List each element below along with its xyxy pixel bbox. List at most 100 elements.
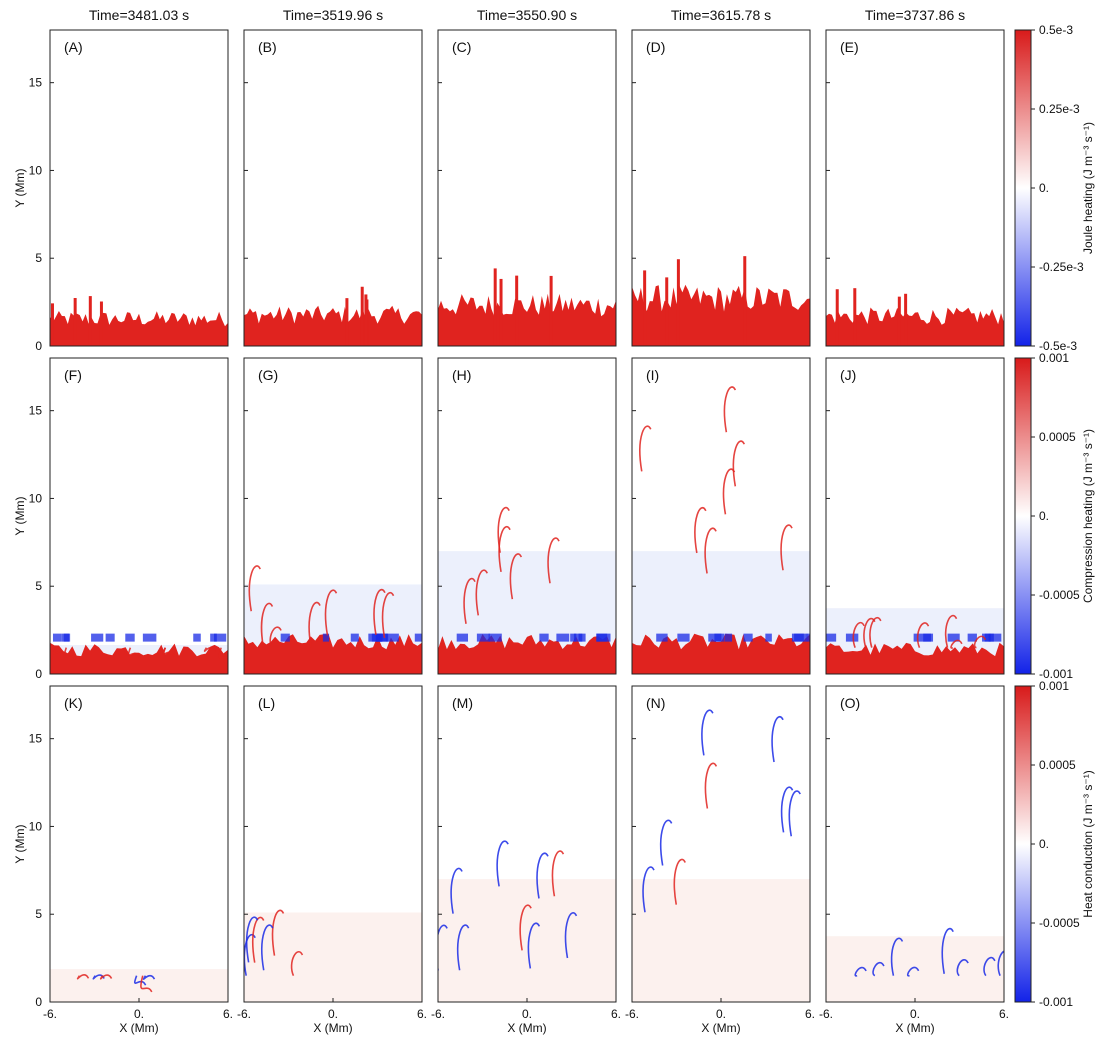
joule-heating-spike (73, 298, 77, 346)
compression-cooling-patch (845, 633, 859, 642)
wave-front (723, 386, 737, 433)
heatmap-panel: (K) 0 5 10 15 Y (Mm) -6. 0. 6. X (Mm) (13, 685, 233, 1035)
wave-front (950, 639, 963, 649)
x-tick-label: 6. (223, 1007, 233, 1021)
colorbar: 0.001 0.0005 0. -0.0005 -0.001 Heat conductio… (1014, 679, 1095, 1009)
wave-front (260, 602, 274, 648)
y-tick-label: 10 (29, 163, 43, 177)
wave-front (704, 527, 717, 574)
panel-frame (825, 29, 1005, 347)
compression-cooling-patch (556, 633, 570, 642)
wave-front (771, 716, 784, 763)
wave-front (536, 852, 549, 899)
wave-front (308, 601, 321, 648)
x-tick-label: 0. (134, 1007, 144, 1021)
wave-front (496, 840, 509, 887)
compression-cooling-patch (61, 633, 69, 642)
colorbar-tick-label: -0.5e-3 (1039, 339, 1077, 353)
panel-label: (A) (64, 39, 83, 55)
compression-cooling-patch (656, 633, 668, 642)
joule-heating-spike (743, 256, 747, 346)
panel-frame (825, 357, 1005, 675)
joule-heating-spike (345, 298, 349, 346)
x-tick-label: -6. (625, 1007, 639, 1021)
joule-heating-layer (826, 307, 1004, 346)
joule-heating-spike (364, 294, 368, 346)
y-axis-label: Y (Mm) (13, 168, 27, 207)
panel-content (244, 686, 422, 1002)
compression-cooling-patch (322, 633, 330, 642)
panel-content (632, 358, 810, 674)
panel-background (244, 30, 422, 346)
joule-heating-spike (360, 286, 364, 346)
wave-front (203, 646, 217, 652)
colorbar-tick-label: 0. (1039, 837, 1049, 851)
diffuse-background (632, 879, 810, 1002)
column-time-title: Time=3550.90 s (477, 7, 577, 23)
panel-content (632, 686, 810, 1002)
colorbar-gradient (1014, 685, 1032, 1003)
wave-front (509, 553, 523, 600)
column-titles: Time=3481.03 s Time=3519.96 s Time=3550.90… (89, 7, 965, 23)
panel-content (826, 686, 1004, 1002)
wave-front (701, 709, 714, 756)
diffuse-background (438, 879, 616, 1002)
wave-front (290, 951, 304, 976)
compression-cooling-patch (456, 633, 469, 642)
joule-heating-spike (835, 289, 839, 346)
compression-cooling-patch (724, 633, 733, 642)
joule-heating-spike (88, 296, 92, 346)
joule-heating-spike (665, 277, 669, 346)
wave-front (780, 786, 794, 833)
panel-content (438, 358, 616, 674)
x-tick-label: 0. (716, 1007, 726, 1021)
compression-base-layer (438, 634, 616, 674)
wave-front (133, 975, 147, 986)
panel-frame (49, 357, 229, 675)
panel-label: (F) (64, 367, 82, 383)
panel-frame (243, 357, 423, 675)
y-tick-label: 10 (29, 819, 43, 833)
wave-front (475, 569, 488, 616)
panel-label: (I) (646, 367, 659, 383)
wave-front (527, 922, 541, 969)
colorbar-tick-label: -0.25e-3 (1039, 260, 1084, 274)
y-tick-label: 0 (35, 995, 42, 1009)
panel-content (826, 358, 1004, 674)
panel-content (244, 358, 422, 674)
panel-background (826, 686, 1004, 1002)
panel-content (244, 30, 422, 346)
colorbar-tick-label: 0.0005 (1039, 430, 1076, 444)
heatmap-panel: (C) (437, 29, 617, 347)
wave-front (854, 966, 867, 977)
colorbar-tick-label: -0.001 (1039, 667, 1073, 681)
wave-front (732, 440, 746, 487)
heatmap-panel: (D) (631, 29, 811, 347)
wave-front (373, 588, 386, 635)
panel-content (50, 30, 228, 346)
joule-heating-spike (515, 275, 519, 346)
wave-front (252, 916, 265, 963)
wave-front (248, 565, 261, 612)
wave-front (973, 635, 987, 649)
panel-content (826, 30, 1004, 346)
panel-label: (K) (64, 695, 83, 711)
x-tick-label: 6. (611, 1007, 621, 1021)
panel-label: (L) (258, 695, 275, 711)
colorbar-tick-label: -0.001 (1039, 995, 1073, 1009)
colorbar-tick-label: 0.001 (1039, 351, 1069, 365)
compression-cooling-patch (570, 633, 577, 642)
wave-front (780, 524, 793, 571)
colorbar-label: Joule heating (J m⁻³ s⁻¹) (1081, 122, 1095, 254)
wave-front (997, 950, 1004, 976)
wave-front (704, 762, 718, 809)
wave-front (450, 867, 463, 914)
compression-cooling-patch (125, 633, 135, 642)
joule-heating-layer (632, 284, 810, 346)
x-tick-label: -6. (819, 1007, 833, 1021)
colorbar-gradient (1014, 357, 1032, 675)
panel-frame (437, 357, 617, 675)
panel-background (50, 686, 228, 1002)
x-axis-label: X (Mm) (507, 1021, 546, 1035)
wave-front (983, 956, 996, 977)
